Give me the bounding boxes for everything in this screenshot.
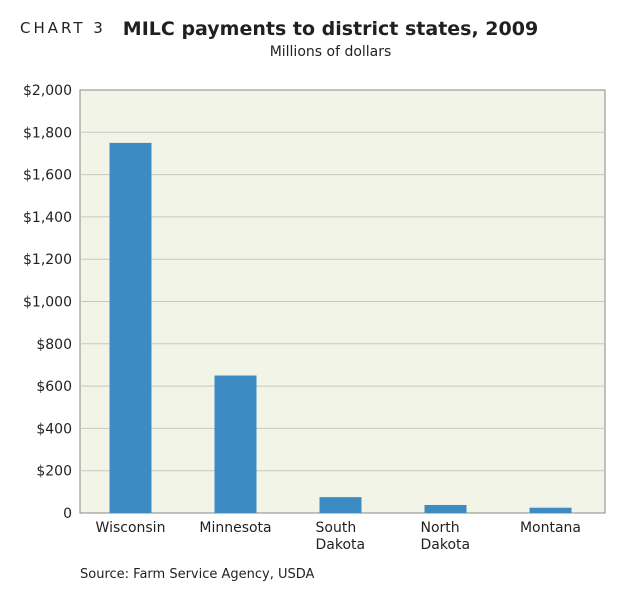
- y-tick-label: $1,000: [23, 295, 72, 311]
- bars: [109, 142, 572, 513]
- y-tick-label: $1,200: [23, 252, 72, 268]
- bar: [214, 375, 257, 513]
- x-category-label: Wisconsin: [96, 520, 166, 536]
- y-tick-label: $1,600: [23, 168, 72, 184]
- x-category-label: South Dakota: [316, 520, 366, 553]
- y-axis-tick-labels: 0 $200 $400 $600 $800 $1,000 $1,200 $1,400 $1,60…: [23, 83, 72, 522]
- y-tick-label: $400: [36, 421, 72, 437]
- bar: [424, 504, 467, 513]
- source-note: Source: Farm Service Agency, USDA: [80, 567, 315, 582]
- x-axis-category-labels: Wisconsin Minnesota South Dakota North Dakota…: [96, 520, 581, 553]
- y-tick-label: 0: [63, 506, 72, 522]
- bar: [319, 497, 362, 513]
- y-tick-label: $800: [36, 337, 72, 353]
- chart-number-label: CHART 3: [20, 19, 106, 37]
- x-category-label: Montana: [520, 520, 581, 536]
- chart-subtitle: Millions of dollars: [269, 44, 392, 60]
- y-tick-label: $600: [36, 379, 72, 395]
- y-tick-label: $200: [36, 464, 72, 480]
- y-tick-label: $1,400: [23, 210, 72, 226]
- chart-title: MILC payments to district states, 2009: [122, 18, 539, 40]
- y-tick-label: $1,800: [23, 125, 72, 141]
- bar: [529, 507, 572, 513]
- gridlines: [80, 131, 605, 472]
- x-category-label: Minnesota: [199, 520, 271, 536]
- x-category-label: North Dakota: [421, 520, 471, 553]
- bar: [109, 142, 152, 513]
- y-tick-label: $2,000: [23, 83, 72, 99]
